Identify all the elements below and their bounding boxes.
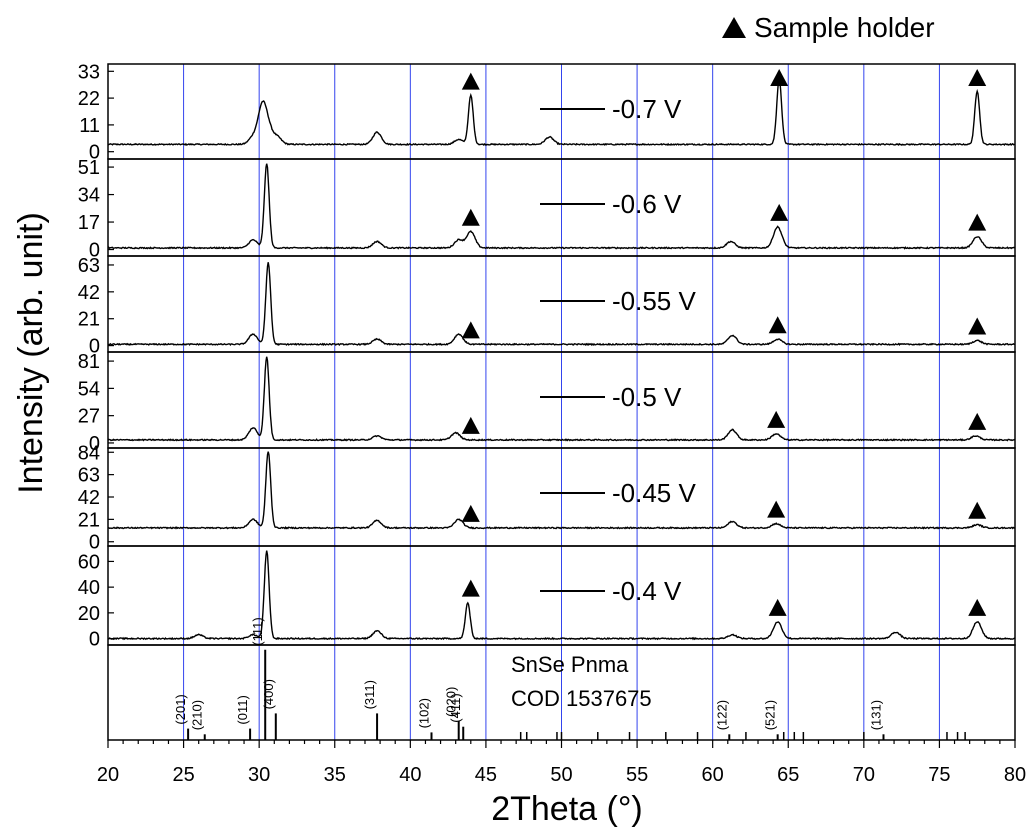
y-tick-label: 84 — [78, 442, 100, 464]
x-tick-label: 80 — [1004, 764, 1026, 786]
panel: 60 40 20 0 -0.4 V — [78, 545, 1016, 651]
y-tick-label: 0 — [89, 240, 100, 262]
y-tick-label: 33 — [78, 61, 100, 83]
sample-holder-marker — [461, 416, 480, 434]
vertical-gridlines — [183, 64, 940, 740]
y-tick-label: 42 — [78, 282, 100, 304]
y-tick-label: 63 — [78, 465, 100, 487]
reference-peak-label: (020) — [444, 687, 459, 717]
reference-peak-label: (521) — [763, 700, 778, 730]
reference-peak-label: (210) — [190, 700, 205, 730]
y-tick-label: 81 — [78, 351, 100, 373]
sample-holder-marker — [767, 500, 786, 518]
reference-pattern: SnSe Pnma COD 1537675 (201) (210) (011) (111)… — [107, 617, 1016, 741]
xrd-pattern-line — [107, 356, 1016, 442]
reference-peak-label: (111) — [250, 617, 265, 645]
x-tick-label: 25 — [172, 764, 194, 786]
reference-peak-label: (411) — [448, 693, 463, 722]
panel-label: -0.55 V — [612, 286, 696, 316]
panel: 51 34 17 0 -0.6 V — [78, 157, 1016, 262]
sample-holder-marker — [461, 504, 480, 522]
reference-peak-label: (201) — [173, 694, 188, 724]
sample-holder-marker — [968, 69, 987, 86]
y-tick-label: 34 — [78, 185, 100, 207]
xrd-pattern-line — [107, 262, 1016, 347]
sample-holder-marker — [767, 410, 786, 428]
xrd-pattern-line — [107, 550, 1016, 641]
panel: 33 22 11 0 -0.7 V — [78, 61, 1016, 164]
sample-holder-marker — [968, 213, 987, 231]
sample-holder-marker — [461, 579, 480, 597]
y-tick-label: 60 — [78, 551, 100, 573]
xrd-pattern-line — [107, 163, 1016, 250]
sample-holder-marker — [968, 598, 987, 616]
x-tick-label: 20 — [97, 764, 119, 786]
legend-label: Sample holder — [754, 12, 935, 43]
y-tick-label: 54 — [78, 378, 100, 400]
y-tick-label: 40 — [78, 577, 100, 599]
y-tick-label: 0 — [89, 629, 100, 651]
y-tick-label: 20 — [78, 603, 100, 625]
reference-peak-label: (131) — [868, 700, 883, 730]
y-tick-label: 0 — [89, 532, 100, 554]
x-tick-label: 65 — [777, 764, 799, 786]
sample-holder-marker — [968, 501, 987, 519]
sample-holder-marker — [968, 412, 987, 430]
reference-peak-label: (122) — [714, 700, 729, 730]
reference-peak-label: (311) — [362, 680, 377, 709]
panel-label: -0.7 V — [612, 94, 682, 124]
reference-peak-label: (102) — [416, 698, 431, 728]
x-tick-label: 40 — [399, 764, 421, 786]
panel-label: -0.5 V — [612, 382, 682, 412]
panel-label: -0.6 V — [612, 189, 682, 219]
y-tick-label: 63 — [78, 255, 100, 277]
y-axis-title: Intensity (arb. unit) — [12, 212, 50, 494]
sample-holder-marker — [461, 321, 480, 339]
sample-holder-marker — [770, 69, 789, 86]
x-tick-label: 30 — [248, 764, 270, 786]
sample-holder-legend-marker — [722, 17, 746, 38]
reference-title: SnSe Pnma — [511, 652, 629, 677]
y-tick-label: 0 — [89, 433, 100, 455]
panel: 81 54 27 0 -0.5 V — [78, 351, 1016, 455]
x-tick-label: 45 — [475, 764, 497, 786]
y-tick-label: 0 — [89, 142, 100, 164]
x-tick-label: 75 — [928, 764, 950, 786]
x-tick-label: 55 — [626, 764, 648, 786]
legend: Sample holder — [722, 12, 935, 43]
sample-holder-marker — [461, 208, 480, 226]
sample-holder-marker — [968, 317, 987, 335]
y-tick-label: 21 — [78, 509, 100, 531]
panel: 63 42 21 0 -0.55 V — [78, 255, 1016, 358]
y-tick-label: 21 — [78, 309, 100, 331]
x-tick-label: 35 — [324, 764, 346, 786]
sample-holder-marker — [768, 598, 787, 616]
y-tick-label: 51 — [78, 157, 100, 179]
reference-peak-label: (011) — [235, 695, 250, 724]
sample-holder-marker — [461, 72, 480, 90]
reference-peak-label: (400) — [261, 679, 276, 709]
sample-holder-marker — [770, 203, 789, 221]
x-tick-label: 50 — [550, 764, 572, 786]
y-tick-label: 0 — [89, 336, 100, 358]
y-tick-label: 11 — [79, 115, 100, 137]
x-axis: 20 25 30 35 40 45 50 55 60 65 70 75 80 — [97, 740, 1026, 786]
y-tick-label: 17 — [78, 212, 100, 234]
panel-label: -0.45 V — [612, 478, 696, 508]
x-tick-label: 70 — [853, 764, 875, 786]
panel-label: -0.4 V — [612, 576, 682, 606]
sample-holder-marker — [768, 316, 787, 334]
xrd-pattern-line — [107, 451, 1016, 530]
y-tick-label: 22 — [78, 88, 100, 110]
x-axis-title: 2Theta (°) — [491, 790, 643, 828]
xrd-pattern-line — [107, 76, 1016, 146]
x-tick-label: 60 — [702, 764, 724, 786]
y-tick-label: 27 — [78, 406, 100, 428]
reference-subtitle: COD 1537675 — [511, 686, 652, 711]
y-tick-label: 42 — [78, 487, 100, 509]
